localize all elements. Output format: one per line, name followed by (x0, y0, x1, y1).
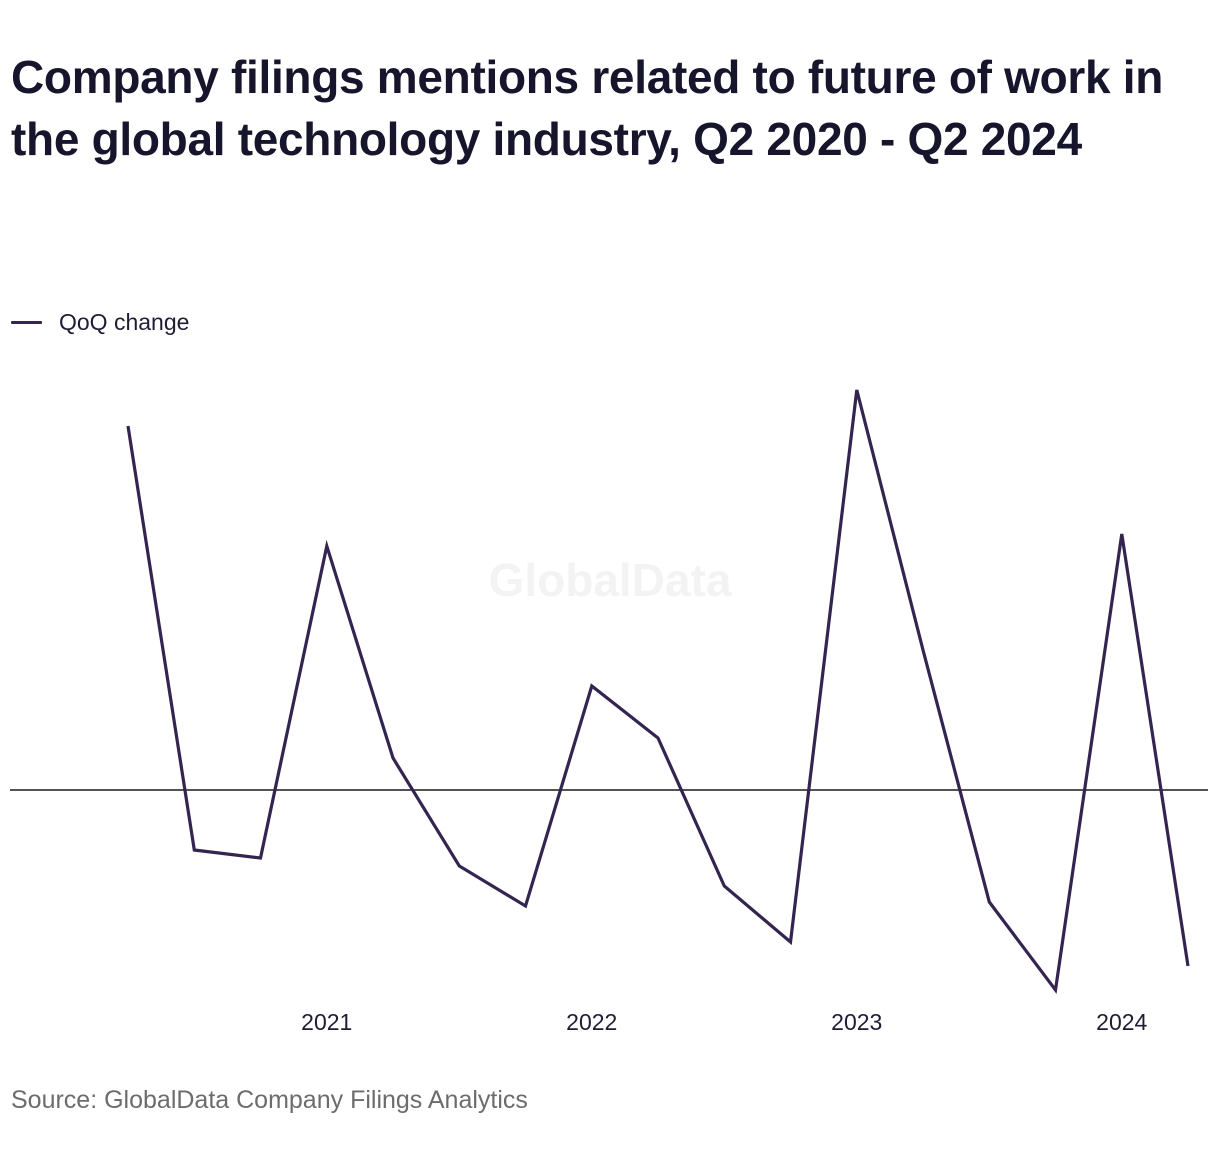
data-point[interactable] (257, 854, 265, 862)
data-point[interactable] (1184, 962, 1192, 970)
source-note: Source: GlobalData Company Filings Analy… (11, 1086, 528, 1114)
data-point[interactable] (1052, 986, 1060, 994)
data-point[interactable] (124, 422, 132, 430)
x-tick-label: 2022 (566, 1009, 617, 1035)
data-point[interactable] (853, 386, 861, 394)
series-line-qoq-change (126, 389, 1190, 995)
x-tick-label: 2023 (831, 1009, 882, 1035)
data-point[interactable] (588, 682, 596, 690)
legend-label: QoQ change (59, 308, 190, 335)
data-point[interactable] (720, 882, 728, 890)
line-chart: GlobalData 2021 2022 2023 2024 (10, 386, 1208, 1035)
x-tick-label: 2021 (301, 1009, 352, 1035)
data-point[interactable] (787, 938, 795, 946)
data-point[interactable] (455, 862, 463, 870)
chart-title: Company filings mentions related to futu… (11, 51, 1164, 165)
data-point[interactable] (919, 646, 927, 654)
data-point[interactable] (522, 902, 530, 910)
data-point[interactable] (1118, 530, 1126, 538)
watermark: GlobalData (489, 554, 732, 606)
data-point[interactable] (985, 898, 993, 906)
data-point[interactable] (323, 542, 331, 550)
data-point[interactable] (654, 734, 662, 742)
legend-swatch (11, 320, 42, 324)
data-point[interactable] (389, 754, 397, 762)
data-point[interactable] (190, 846, 198, 854)
x-tick-label: 2024 (1096, 1009, 1147, 1035)
legend: QoQ change (11, 306, 189, 338)
